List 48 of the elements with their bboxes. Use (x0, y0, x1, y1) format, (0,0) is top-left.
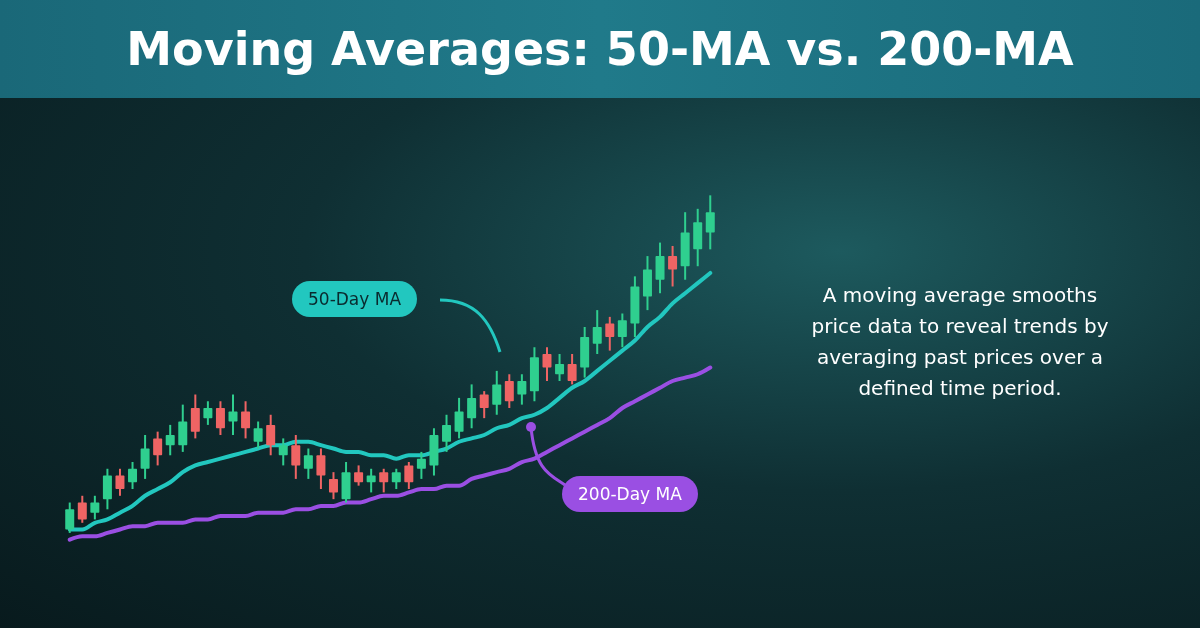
candlestick (592, 309, 602, 355)
text: 200-Day MA (562, 476, 698, 512)
candlestick (504, 373, 514, 410)
candlestick (178, 403, 188, 453)
candlestick (605, 315, 615, 352)
candlestick (479, 390, 489, 420)
candlestick (617, 312, 627, 349)
candlestick (442, 413, 452, 453)
candlestick (241, 400, 251, 440)
candlestick (128, 461, 138, 491)
candlestick (467, 383, 477, 430)
candlestick (215, 400, 225, 437)
candlestick (153, 430, 163, 467)
candlestick (655, 241, 665, 295)
candlestick (454, 396, 464, 440)
chart-title: Moving Averages: 50-MA vs. 200-MA (0, 0, 1200, 98)
candlestick (366, 467, 376, 494)
candlestick (228, 393, 238, 437)
candlestick (266, 413, 276, 457)
candlestick (354, 464, 364, 487)
candlestick (555, 353, 565, 382)
candlestick (102, 467, 112, 511)
text: 50-Day MA (292, 281, 418, 317)
candlestick (291, 434, 301, 480)
candlestick (416, 450, 426, 480)
candlestick (668, 244, 678, 288)
candlestick (517, 373, 527, 406)
candlestick (278, 437, 288, 467)
candlestick (140, 434, 150, 480)
candlestick (391, 467, 401, 491)
candlestick (190, 393, 200, 440)
candlestick (165, 423, 175, 457)
text: A moving average smooths price data to reveal trends by averaging past prices over a defined time period. (810, 282, 1110, 402)
candlestick (115, 467, 125, 497)
candlestick (316, 447, 326, 491)
candlestick (65, 501, 75, 534)
candlestick (705, 194, 715, 251)
candlestick (379, 467, 389, 494)
candlestick (404, 461, 414, 491)
candlestick (328, 471, 338, 501)
candlestick (542, 346, 552, 382)
candlestick (567, 353, 577, 386)
candlestick (253, 420, 263, 450)
candlestick (203, 400, 213, 426)
candlestick (492, 369, 502, 416)
candlestick (90, 494, 100, 521)
candlestick (303, 447, 313, 480)
candlestick (77, 494, 87, 524)
